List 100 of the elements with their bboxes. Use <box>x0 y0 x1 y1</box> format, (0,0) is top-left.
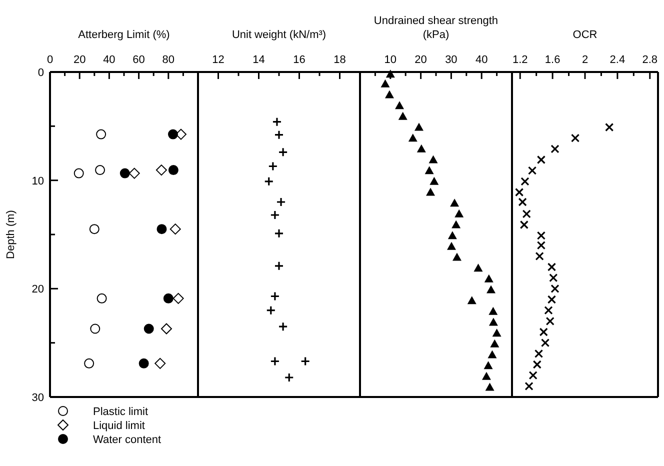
point <box>528 166 537 175</box>
point <box>532 360 542 369</box>
point <box>488 306 498 315</box>
point <box>276 197 286 207</box>
point <box>474 264 483 272</box>
point <box>89 224 100 234</box>
point <box>264 176 274 186</box>
point <box>605 122 614 132</box>
point <box>154 358 166 369</box>
point <box>488 318 498 326</box>
point <box>454 209 464 218</box>
point <box>492 328 502 337</box>
point <box>128 168 140 179</box>
x-tick-label: 0 <box>46 54 54 66</box>
point <box>515 188 524 197</box>
point <box>540 338 550 348</box>
point <box>408 134 418 142</box>
point <box>274 228 284 238</box>
point <box>270 210 280 220</box>
point <box>168 129 178 140</box>
point <box>549 274 558 282</box>
point <box>95 165 106 176</box>
point <box>284 372 294 382</box>
x-tick-label: 2.4 <box>610 54 626 66</box>
point <box>482 372 491 380</box>
chart-title: Undrained shear strength (kPa) <box>374 15 498 41</box>
point <box>270 356 280 366</box>
point <box>547 295 556 304</box>
x-tick-label: 12 <box>212 54 224 66</box>
point <box>535 252 544 260</box>
point <box>266 306 276 316</box>
point <box>278 322 288 332</box>
point <box>426 188 436 196</box>
point <box>274 130 284 140</box>
point <box>96 129 106 140</box>
legend-label: Water content <box>93 434 162 446</box>
point <box>546 316 554 326</box>
point <box>168 165 178 176</box>
point <box>424 166 434 174</box>
y-tick-label: 30 <box>32 392 44 404</box>
point <box>395 101 404 110</box>
point <box>274 261 284 271</box>
point <box>570 134 580 142</box>
point <box>90 324 100 334</box>
point <box>300 356 310 366</box>
x-tick-label: 18 <box>334 54 346 66</box>
point <box>536 231 546 240</box>
point <box>528 371 538 380</box>
point <box>524 382 534 390</box>
point <box>156 224 167 234</box>
x-tick-label: 1.2 <box>512 54 528 66</box>
x-tick-label: 20 <box>73 54 86 66</box>
point <box>539 328 548 336</box>
x-tick-label: 80 <box>162 54 175 66</box>
point <box>522 210 531 218</box>
point <box>550 284 560 293</box>
point <box>120 168 130 178</box>
x-tick-label: 10 <box>384 54 397 66</box>
chart-title: Unit weight (kN/m³) <box>232 29 326 41</box>
x-tick-label: 30 <box>445 54 458 66</box>
point <box>170 224 181 235</box>
point <box>520 220 528 230</box>
x-tick-label: 2.8 <box>642 54 658 66</box>
x-tick-label: 14 <box>252 54 265 66</box>
point <box>447 242 456 250</box>
y-tick-label: 0 <box>38 67 44 79</box>
point <box>452 252 462 261</box>
y-tick-label: 20 <box>32 284 44 296</box>
point <box>163 293 174 304</box>
point <box>414 122 424 131</box>
point <box>452 220 461 228</box>
point <box>272 117 282 127</box>
point <box>428 155 438 164</box>
point <box>534 349 544 358</box>
point <box>96 293 107 304</box>
point <box>484 274 494 282</box>
point <box>160 323 172 334</box>
point <box>156 164 167 176</box>
y-tick-label: 10 <box>32 175 44 188</box>
point <box>484 361 493 370</box>
point <box>416 144 426 152</box>
point <box>547 262 556 272</box>
x-tick-label: 20 <box>414 54 427 66</box>
point <box>138 358 149 368</box>
point <box>398 112 408 120</box>
point <box>544 306 553 315</box>
point <box>278 147 288 157</box>
point <box>536 155 546 164</box>
legend-label: Plastic limit <box>93 406 148 418</box>
point <box>520 177 530 186</box>
point <box>450 198 460 207</box>
point <box>144 324 154 334</box>
point <box>536 241 546 250</box>
point <box>268 161 278 172</box>
point <box>467 296 476 304</box>
point <box>430 176 439 185</box>
point <box>74 168 84 178</box>
x-tick-label: 40 <box>103 54 116 66</box>
chart-title: OCR <box>572 29 598 41</box>
point <box>84 358 94 368</box>
